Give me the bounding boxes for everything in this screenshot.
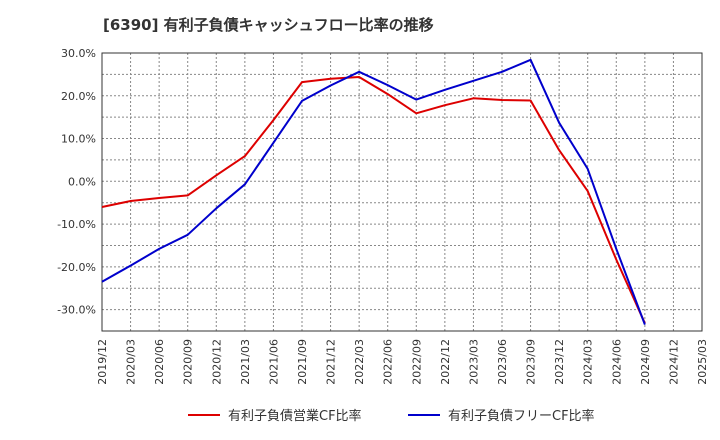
legend-label-2: 有利子負債フリーCF比率 bbox=[448, 408, 595, 424]
x-tick-label: 2022/06 bbox=[382, 339, 395, 385]
x-tick-label: 2023/03 bbox=[467, 339, 480, 385]
legend-label-1: 有利子負債営業CF比率 bbox=[228, 408, 362, 424]
x-tick-label: 2020/09 bbox=[182, 339, 195, 385]
y-tick-label: 20.0% bbox=[61, 90, 96, 103]
x-tick-label: 2024/09 bbox=[639, 339, 652, 385]
x-tick-label: 2024/03 bbox=[582, 339, 595, 385]
x-tick-label: 2022/09 bbox=[410, 339, 423, 385]
y-tick-label: -20.0% bbox=[57, 261, 96, 274]
x-tick-label: 2021/09 bbox=[296, 339, 309, 385]
x-tick-label: 2020/12 bbox=[210, 339, 223, 385]
y-tick-label: 0.0% bbox=[68, 175, 96, 188]
x-tick-label: 2023/12 bbox=[553, 339, 566, 385]
grid bbox=[102, 53, 702, 331]
x-tick-label: 2020/06 bbox=[153, 339, 166, 385]
series-lines bbox=[101, 58, 646, 325]
legend: 有利子負債営業CF比率 有利子負債フリーCF比率 bbox=[188, 408, 595, 424]
x-tick-label: 2020/03 bbox=[125, 339, 138, 385]
series-line-2 bbox=[101, 58, 646, 325]
y-tick-label: 30.0% bbox=[61, 47, 96, 60]
y-tick-label: -30.0% bbox=[57, 304, 96, 317]
x-tick-label: 2021/06 bbox=[267, 339, 280, 385]
axes: 30.0% 20.0% 10.0% 0.0% -10.0% -20.0% -30.0% 201… bbox=[57, 47, 709, 385]
chart-title: [6390] 有利子負債キャッシュフロー比率の推移 bbox=[103, 16, 434, 34]
x-tick-label: 2023/06 bbox=[496, 339, 509, 385]
x-tick-label: 2025/03 bbox=[696, 339, 709, 385]
y-tick-label: -10.0% bbox=[57, 218, 96, 231]
y-tick-label: 10.0% bbox=[61, 133, 96, 146]
x-tick-label: 2021/12 bbox=[325, 339, 338, 385]
plot-frame bbox=[101, 52, 703, 332]
x-tick-label: 2024/12 bbox=[667, 339, 680, 385]
series-line-1 bbox=[101, 76, 646, 324]
x-tick-label: 2022/12 bbox=[439, 339, 452, 385]
x-tick-label: 2021/03 bbox=[239, 339, 252, 385]
x-tick-label: 2019/12 bbox=[96, 339, 109, 385]
x-tick-label: 2023/09 bbox=[525, 339, 538, 385]
x-tick-label: 2024/06 bbox=[610, 339, 623, 385]
x-tick-label: 2022/03 bbox=[353, 339, 366, 385]
